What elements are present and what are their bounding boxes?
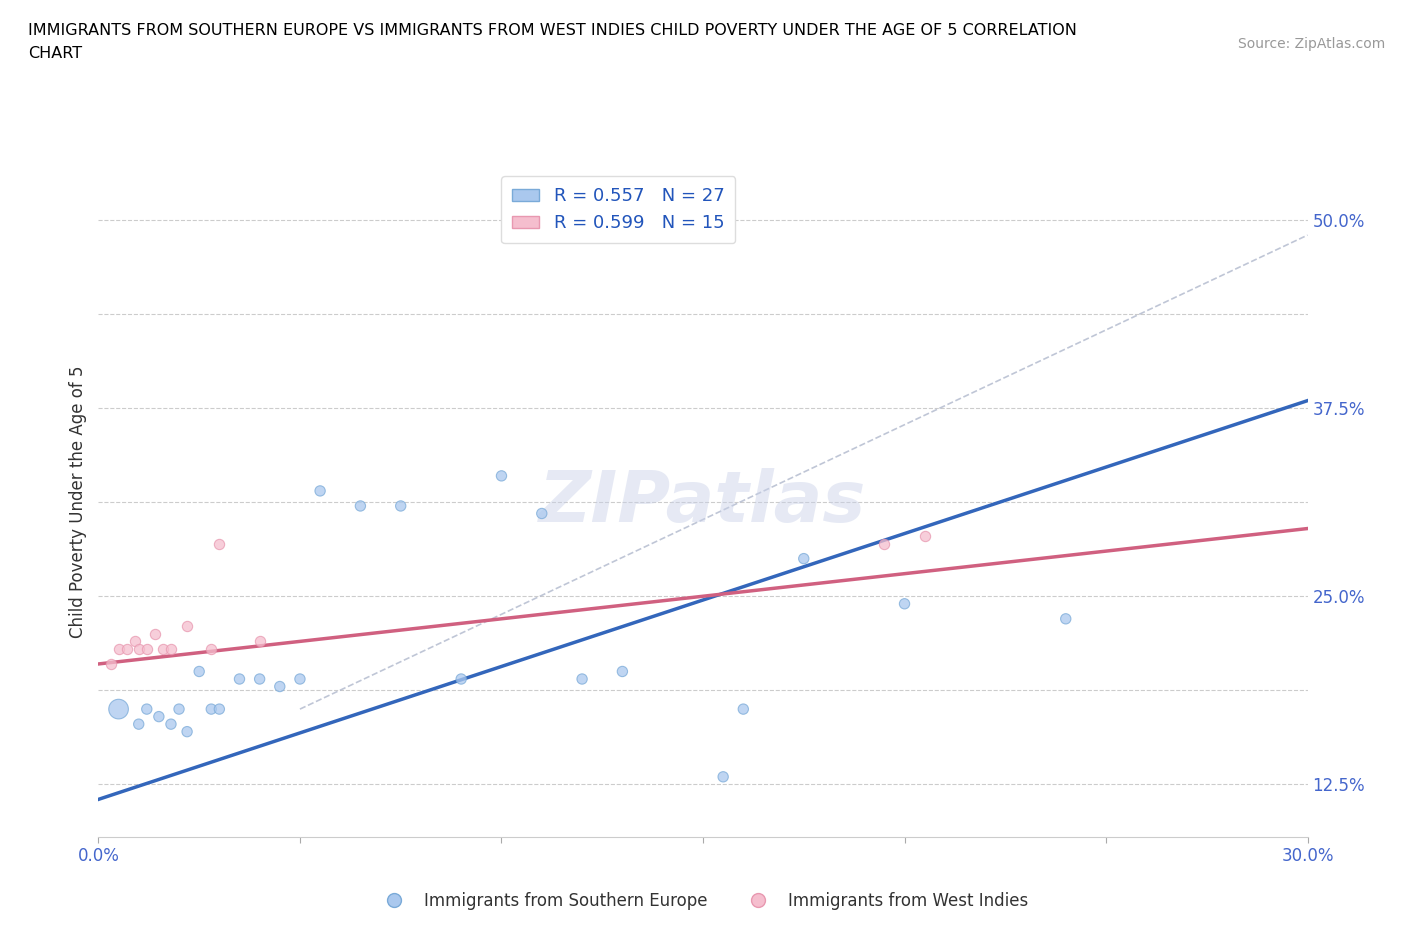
Text: IMMIGRANTS FROM SOUTHERN EUROPE VS IMMIGRANTS FROM WEST INDIES CHILD POVERTY UND: IMMIGRANTS FROM SOUTHERN EUROPE VS IMMIG… xyxy=(28,23,1077,38)
Point xyxy=(873,536,896,551)
Point xyxy=(269,679,291,694)
Point xyxy=(124,634,146,649)
Point xyxy=(208,536,231,551)
Point xyxy=(571,671,593,686)
Point xyxy=(128,642,150,657)
Point xyxy=(228,671,250,686)
Point xyxy=(143,627,166,642)
Point xyxy=(1054,611,1077,626)
Point xyxy=(893,596,915,611)
Text: CHART: CHART xyxy=(28,46,82,61)
Point xyxy=(100,657,122,671)
Point xyxy=(107,701,129,716)
Point xyxy=(160,642,183,657)
Point xyxy=(167,701,190,716)
Point xyxy=(491,469,513,484)
Legend: Immigrants from Southern Europe, Immigrants from West Indies: Immigrants from Southern Europe, Immigra… xyxy=(371,885,1035,917)
Point xyxy=(288,671,311,686)
Point xyxy=(450,671,472,686)
Point xyxy=(249,671,271,686)
Point xyxy=(148,710,170,724)
Point xyxy=(793,551,815,566)
Point xyxy=(249,634,271,649)
Text: Source: ZipAtlas.com: Source: ZipAtlas.com xyxy=(1237,37,1385,51)
Point xyxy=(309,484,332,498)
Text: ZIPatlas: ZIPatlas xyxy=(540,468,866,537)
Point xyxy=(733,701,755,716)
Point xyxy=(711,769,734,784)
Point xyxy=(135,642,157,657)
Point xyxy=(612,664,634,679)
Point xyxy=(530,506,553,521)
Point xyxy=(135,701,157,716)
Point xyxy=(176,724,198,739)
Point xyxy=(914,528,936,543)
Point xyxy=(115,642,138,657)
Point xyxy=(389,498,412,513)
Point xyxy=(128,717,150,732)
Point xyxy=(160,717,183,732)
Point xyxy=(208,701,231,716)
Point xyxy=(152,642,174,657)
Point xyxy=(349,498,371,513)
Point xyxy=(200,642,222,657)
Point xyxy=(200,701,222,716)
Y-axis label: Child Poverty Under the Age of 5: Child Poverty Under the Age of 5 xyxy=(69,365,87,639)
Point xyxy=(188,664,211,679)
Point xyxy=(107,642,129,657)
Point xyxy=(176,618,198,633)
